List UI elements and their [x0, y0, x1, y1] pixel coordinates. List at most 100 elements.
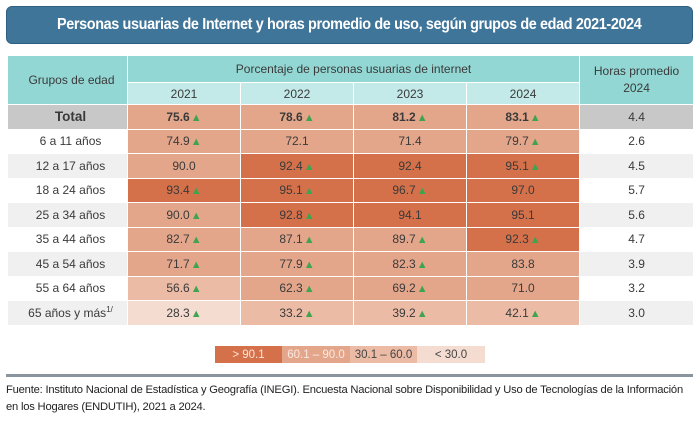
age-group-text: 18 a 24 años: [35, 183, 106, 198]
footer-divider: [6, 374, 693, 377]
percent-cell-2024: 79.7▲: [465, 128, 581, 154]
year-header-2022: 2022: [240, 82, 354, 105]
percent-cell-2023: 39.2▲: [353, 300, 467, 326]
age-group-label: 45 a 54 años: [7, 251, 128, 277]
percent-value: 82.7: [166, 232, 190, 247]
percent-value: 39.2: [392, 305, 416, 320]
percent-cell-2021: 71.7▲: [127, 251, 241, 277]
percent-value: 33.2: [279, 305, 303, 320]
page-title: Personas usuarias de Internet y horas pr…: [57, 16, 642, 33]
percent-value: 92.8: [279, 207, 303, 222]
table-row: 25 a 34 años 90.0▲ 92.8▲ 94.1 95.1 5.6: [7, 202, 695, 228]
percent-value: 95.1: [505, 158, 529, 173]
percent-cell-2021: 74.9▲: [127, 128, 241, 154]
increase-triangle-icon: ▲: [190, 136, 202, 149]
hours-cell: 3.2: [579, 275, 695, 301]
title-banner: Personas usuarias de Internet y horas pr…: [6, 6, 693, 44]
table-row: 55 a 64 años 56.6▲ 62.3▲ 69.2▲ 71.0 3.2: [7, 275, 695, 301]
percent-value: 97.0: [511, 183, 535, 198]
percent-value: 71.0: [511, 281, 535, 296]
percent-cell-2021: 75.6▲: [127, 104, 241, 130]
percent-value: 79.7: [505, 134, 529, 149]
age-group-label: 35 a 44 años: [7, 226, 128, 252]
increase-triangle-icon: ▲: [190, 258, 202, 271]
legend-item-mid-low: 30.1 – 60.0: [350, 346, 417, 363]
age-group-text: 45 a 54 años: [35, 256, 106, 271]
percent-cell-2021: 28.3▲: [127, 300, 241, 326]
percent-cell-2024: 97.0: [465, 177, 581, 203]
percent-cell-2022: 72.1: [240, 128, 354, 154]
percent-cell-2023: 82.3▲: [353, 251, 467, 277]
percent-value: 94.1: [398, 207, 422, 222]
year-header-2021: 2021: [127, 82, 241, 105]
legend-item-mid-high: 60.1 – 90.0: [282, 346, 350, 363]
increase-triangle-icon: ▲: [529, 307, 541, 320]
color-legend: > 90.1 60.1 – 90.0 30.1 – 60.0 < 30.0: [215, 346, 485, 363]
table-row: 18 a 24 años 93.4▲ 95.1▲ 96.7▲ 97.0 5.7: [7, 177, 695, 203]
increase-triangle-icon: ▲: [529, 136, 541, 149]
hours-cell: 3.9: [579, 251, 695, 277]
age-group-label: 55 a 64 años: [7, 275, 128, 301]
increase-triangle-icon: ▲: [416, 307, 428, 320]
age-group-label: 25 a 34 años: [7, 202, 128, 228]
increase-triangle-icon: ▲: [529, 160, 541, 173]
percent-cell-2022: 77.9▲: [240, 251, 354, 277]
hours-header-line1: Horas promedio: [593, 64, 680, 78]
percent-value: 75.6: [166, 109, 190, 124]
percent-value: 62.3: [279, 281, 303, 296]
percent-value: 83.1: [505, 109, 529, 124]
increase-triangle-icon: ▲: [190, 209, 202, 222]
hours-cell: 4.7: [579, 226, 695, 252]
year-header-2024: 2024: [465, 82, 581, 105]
increase-triangle-icon: ▲: [416, 185, 428, 198]
percent-value: 42.1: [505, 305, 529, 320]
increase-triangle-icon: ▲: [303, 111, 315, 124]
age-group-label: Total: [7, 104, 128, 130]
percent-value: 83.8: [511, 256, 535, 271]
age-group-label: 6 a 11 años: [7, 128, 128, 154]
increase-triangle-icon: ▲: [190, 307, 202, 320]
percent-cell-2024: 83.8: [465, 251, 581, 277]
percent-cell-2023: 71.4: [353, 128, 467, 154]
percent-value: 81.2: [392, 109, 416, 124]
percent-cell-2024: 95.1: [465, 202, 581, 228]
age-group-header: Grupos de edad: [7, 55, 128, 105]
percent-cell-2023: 92.4: [353, 153, 467, 179]
internet-usage-table: Grupos de edad Porcentaje de personas us…: [7, 55, 695, 326]
legend-item-high: > 90.1: [215, 346, 282, 363]
percent-cell-2024: 71.0: [465, 275, 581, 301]
increase-triangle-icon: ▲: [303, 283, 315, 296]
hours-cell: 4.4: [579, 104, 695, 130]
increase-triangle-icon: ▲: [303, 307, 315, 320]
percent-value: 87.1: [279, 232, 303, 247]
age-group-text: 6 a 11 años: [39, 134, 102, 149]
hours-header: Horas promedio 2024: [579, 55, 695, 105]
increase-triangle-icon: ▲: [303, 160, 315, 173]
percent-value: 90.0: [172, 158, 196, 173]
increase-triangle-icon: ▲: [529, 111, 541, 124]
table-row: 65 años y más1/28.3▲ 33.2▲ 39.2▲ 42.1▲ 3.0: [7, 300, 695, 326]
percent-value: 95.1: [511, 207, 535, 222]
percent-value: 89.7: [392, 232, 416, 247]
hours-cell: 4.5: [579, 153, 695, 179]
age-group-text: 55 a 64 años: [35, 281, 106, 296]
percent-cell-2021: 82.7▲: [127, 226, 241, 252]
percent-cell-2022: 33.2▲: [240, 300, 354, 326]
percent-cell-2024: 95.1▲: [465, 153, 581, 179]
increase-triangle-icon: ▲: [416, 283, 428, 296]
percent-value: 72.1: [285, 134, 309, 149]
age-group-text: 12 a 17 años: [35, 158, 106, 173]
percent-value: 77.9: [279, 256, 303, 271]
percent-cell-2021: 90.0▲: [127, 202, 241, 228]
percent-value: 78.6: [279, 109, 303, 124]
percent-cell-2021: 90.0: [127, 153, 241, 179]
year-header-2023: 2023: [353, 82, 467, 105]
source-note: Fuente: Instituto Nacional de Estadístic…: [6, 384, 683, 413]
increase-triangle-icon: ▲: [190, 234, 202, 247]
percent-value: 92.4: [279, 158, 303, 173]
percent-cell-2022: 78.6▲: [240, 104, 354, 130]
table-body: Total 75.6▲ 78.6▲ 81.2▲ 83.1▲ 4.4 6 a 11 años 7…: [7, 104, 695, 326]
percent-value: 56.6: [166, 281, 190, 296]
percent-value: 92.3: [505, 232, 529, 247]
percent-cell-2023: 89.7▲: [353, 226, 467, 252]
